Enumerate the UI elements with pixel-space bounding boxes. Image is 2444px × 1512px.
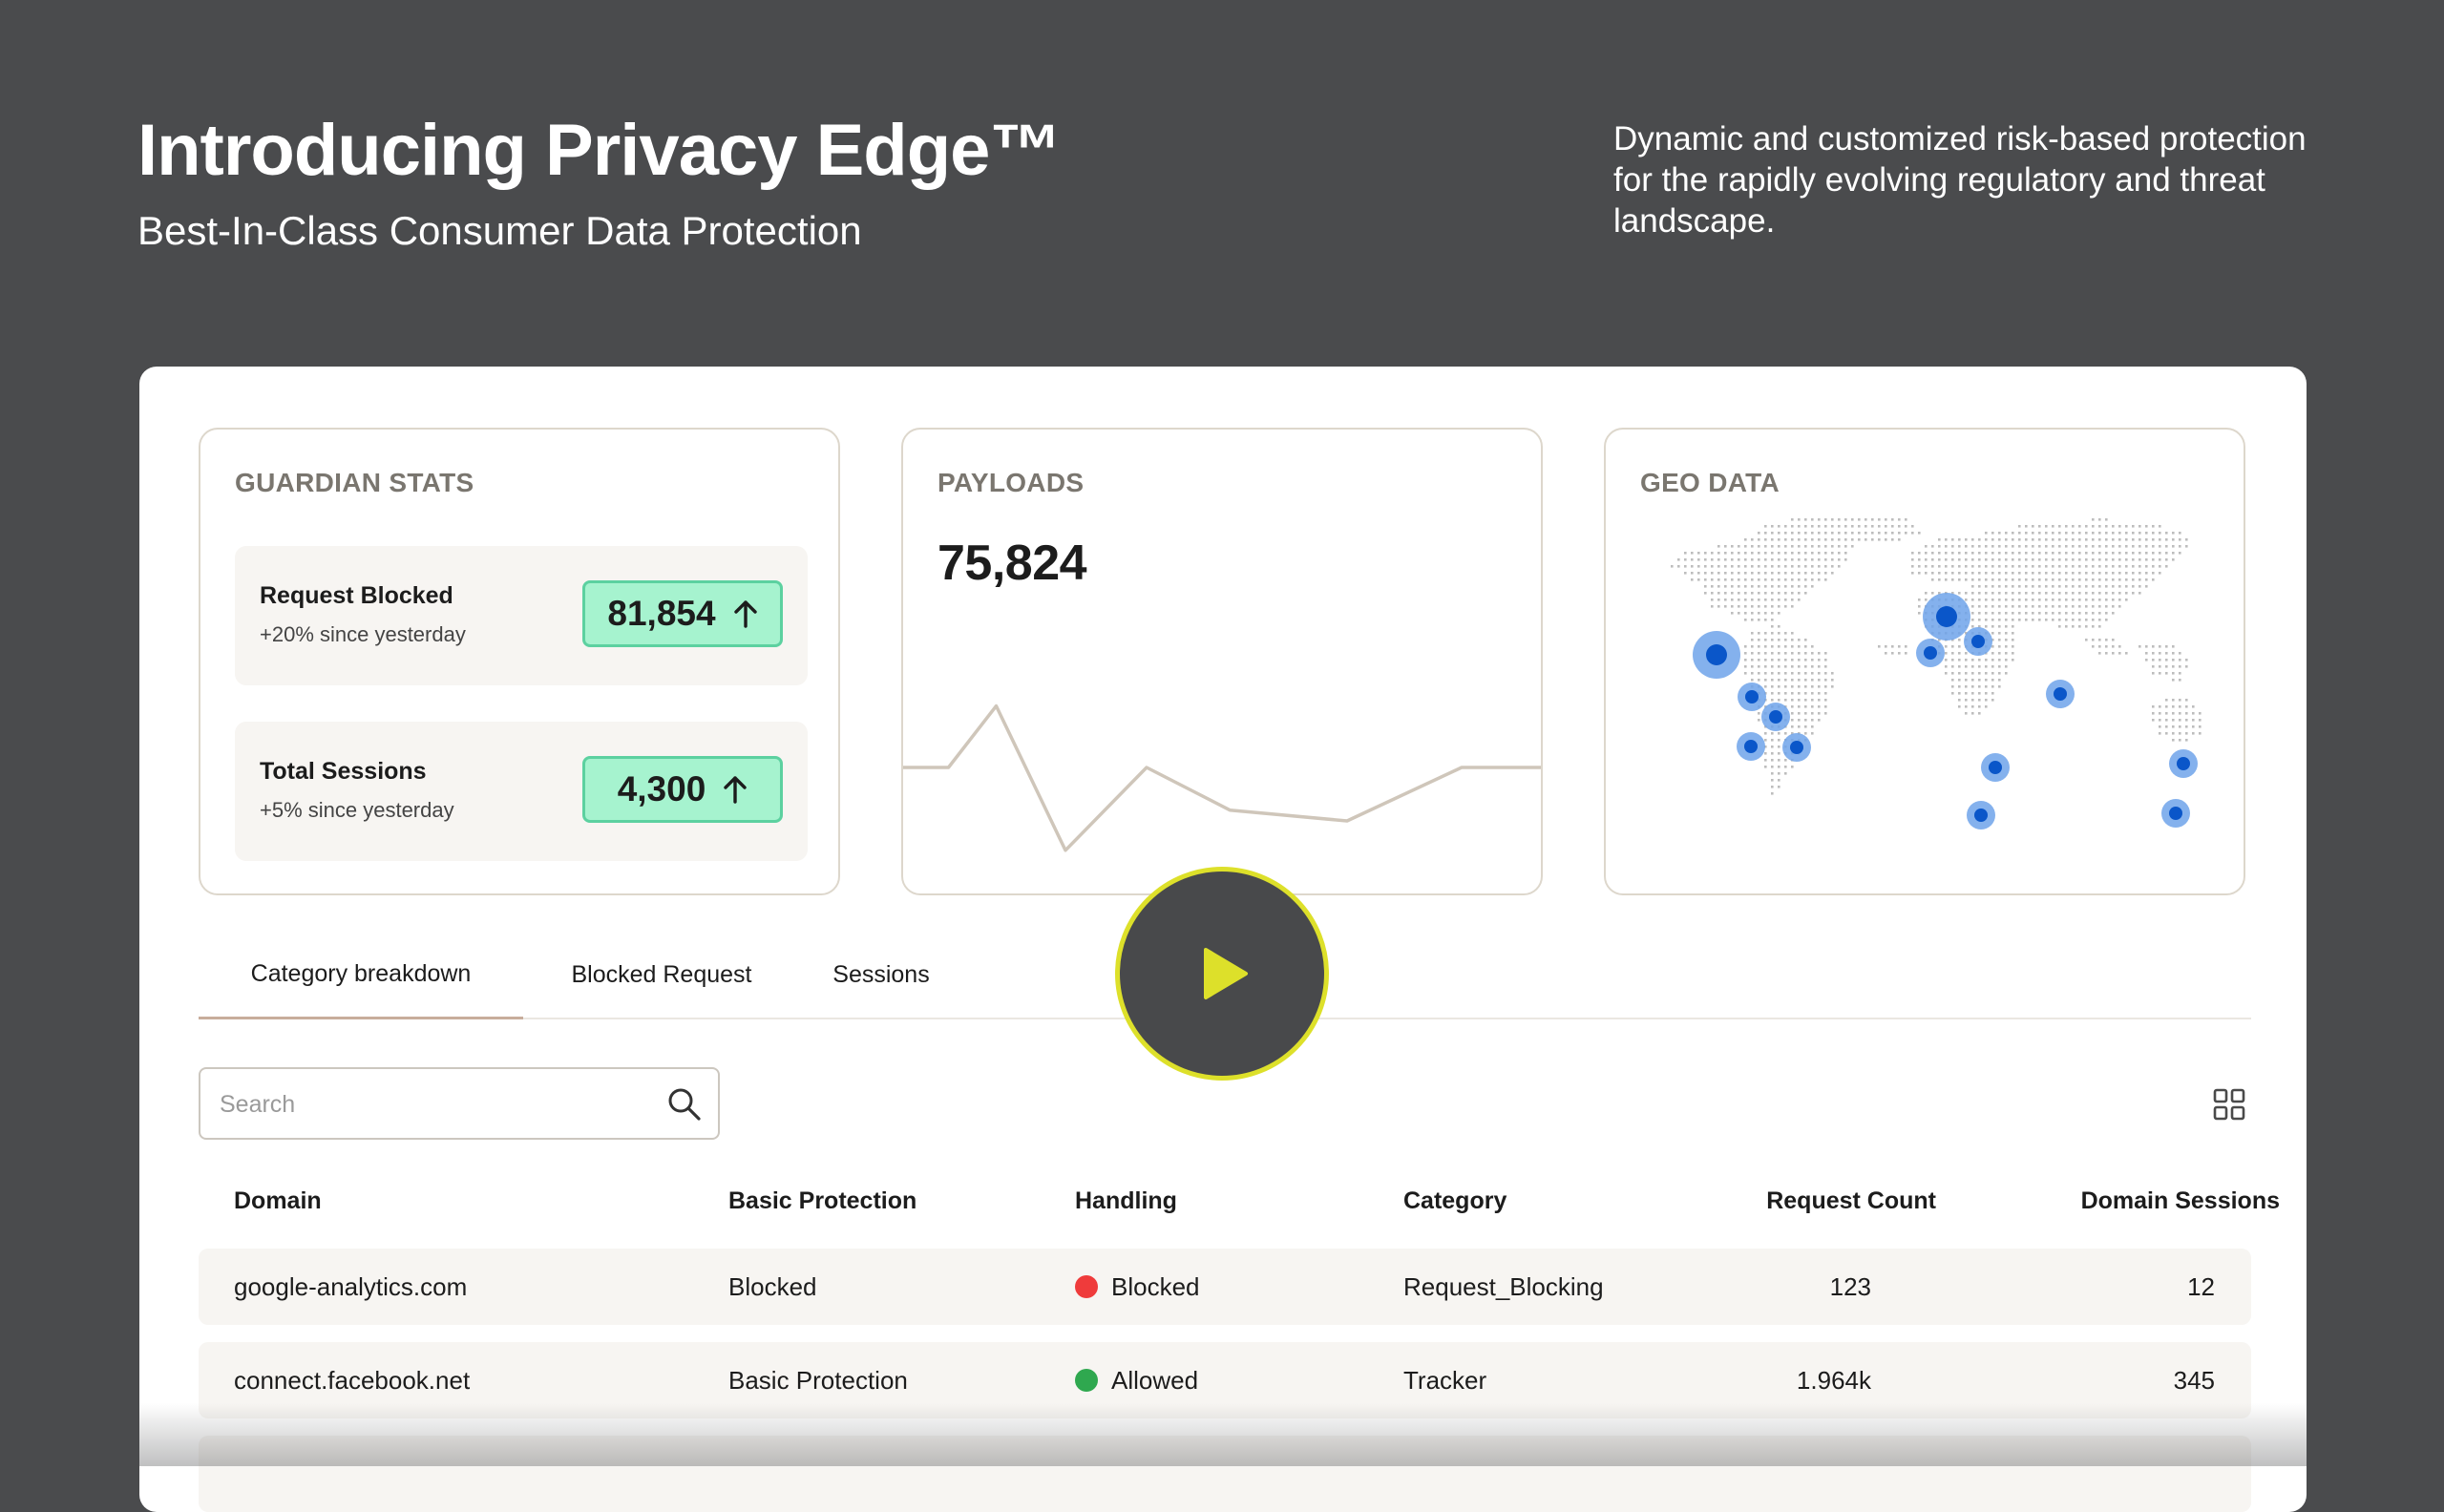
stat-label: Request Blocked xyxy=(260,582,453,610)
geo-marker xyxy=(1967,801,1995,830)
hero-title: Introducing Privacy Edge™ xyxy=(137,107,1061,195)
geo-marker xyxy=(1761,703,1790,731)
guardian-stats-title: GUARDIAN STATS xyxy=(235,468,474,498)
bottom-fade xyxy=(0,1403,2444,1466)
geo-marker xyxy=(2169,749,2198,778)
stat-change: +20% since yesterday xyxy=(260,622,466,647)
payloads-value: 75,824 xyxy=(938,535,1086,592)
geo-marker xyxy=(2046,680,2075,708)
column-header-handling[interactable]: Handling xyxy=(1075,1187,1177,1215)
handling-label: Allowed xyxy=(1111,1366,1198,1396)
geo-marker xyxy=(2161,799,2190,828)
stat-change: +5% since yesterday xyxy=(260,798,454,823)
geo-marker xyxy=(1737,732,1765,761)
geo-marker xyxy=(1738,682,1766,711)
geo-markers xyxy=(1606,430,2245,895)
stat-value: 4,300 xyxy=(618,769,706,809)
stat-value-badge: 81,854 xyxy=(582,580,783,647)
stat-label: Total Sessions xyxy=(260,758,427,786)
geo-data-card: GEO DATA xyxy=(1604,428,2245,895)
stat-value-badge: 4,300 xyxy=(582,756,783,823)
cell-basic-protection: Blocked xyxy=(728,1249,817,1325)
payloads-series-line xyxy=(903,706,1543,850)
handling-label: Blocked xyxy=(1111,1272,1200,1302)
cell-domain: google-analytics.com xyxy=(234,1249,467,1325)
stat-request-blocked: Request Blocked +20% since yesterday 81,… xyxy=(235,546,808,685)
stat-total-sessions: Total Sessions +5% since yesterday 4,300 xyxy=(235,722,808,861)
search-icon[interactable] xyxy=(666,1086,703,1123)
geo-marker xyxy=(1916,639,1945,667)
geo-marker xyxy=(1782,733,1811,762)
column-header-domain-sessions[interactable]: Domain Sessions xyxy=(2081,1187,2280,1215)
search-input[interactable] xyxy=(218,1069,642,1140)
cell-category: Request_Blocking xyxy=(1403,1249,1604,1325)
column-header-basic-protection[interactable]: Basic Protection xyxy=(728,1187,916,1215)
play-icon xyxy=(1189,940,1255,1007)
hero-description: Dynamic and customized risk-based protec… xyxy=(1613,118,2339,242)
search-box xyxy=(199,1067,720,1140)
arrow-up-icon xyxy=(733,599,758,628)
status-dot-allowed xyxy=(1075,1369,1098,1392)
tab-blocked-request[interactable]: Blocked Request xyxy=(523,932,800,1018)
cell-request-count: 123 xyxy=(1631,1249,1871,1325)
geo-marker xyxy=(1693,631,1740,679)
column-header-category[interactable]: Category xyxy=(1403,1187,1506,1215)
tab-sessions[interactable]: Sessions xyxy=(800,932,962,1018)
column-header-request-count[interactable]: Request Count xyxy=(1766,1187,1936,1215)
hero-subtitle: Best-In-Class Consumer Data Protection xyxy=(137,204,862,258)
status-dot-blocked xyxy=(1075,1275,1098,1298)
payloads-card: PAYLOADS 75,824 xyxy=(901,428,1543,895)
arrow-up-icon xyxy=(723,775,748,804)
payloads-title: PAYLOADS xyxy=(938,468,1084,498)
geo-marker xyxy=(1923,593,1970,640)
guardian-stats-card: GUARDIAN STATS Request Blocked +20% sinc… xyxy=(199,428,840,895)
cell-handling: Blocked xyxy=(1075,1249,1200,1325)
payloads-line-chart xyxy=(903,620,1543,888)
grid-view-icon[interactable] xyxy=(2213,1088,2245,1121)
table-row[interactable]: google-analytics.com Blocked Blocked Req… xyxy=(199,1249,2251,1325)
cell-domain-sessions: 12 xyxy=(1917,1249,2215,1325)
geo-marker xyxy=(1981,753,2010,782)
tab-category-breakdown[interactable]: Category breakdown xyxy=(199,932,523,1019)
video-play-button[interactable] xyxy=(1115,867,1329,1081)
geo-marker xyxy=(1964,627,1992,656)
column-header-domain[interactable]: Domain xyxy=(234,1187,322,1215)
stat-value: 81,854 xyxy=(607,594,715,634)
